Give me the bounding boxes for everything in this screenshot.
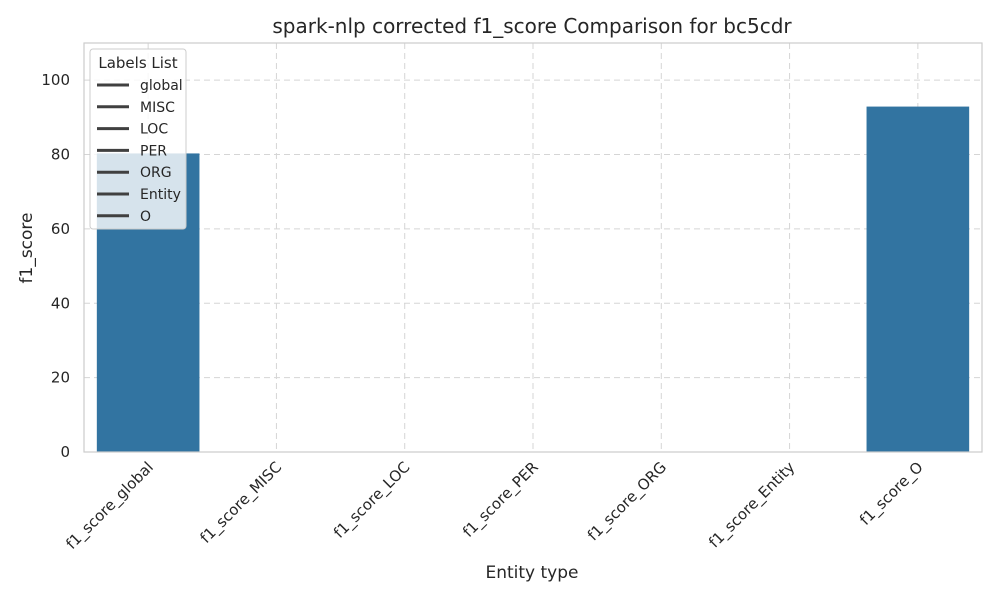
plot-frame (83, 42, 983, 453)
legend-entries: global MISC LOC PER ORG Entity O (97, 78, 183, 225)
y-tick-label: 40 (51, 294, 70, 312)
bar (866, 106, 970, 453)
y-tick-label: 20 (51, 369, 70, 387)
legend-entry-label: global (140, 78, 183, 94)
y-tick-label: 80 (51, 146, 70, 164)
y-tick-label: 0 (60, 443, 70, 461)
legend-entry-label: MISC (140, 100, 175, 116)
y-tick-label: 100 (41, 71, 70, 89)
chart-title: spark-nlp corrected f1_score Comparison … (272, 14, 792, 38)
legend: Labels List global MISC LOC PER ORG Entity O (89, 48, 187, 230)
x-axis-title: Entity type (485, 563, 578, 583)
y-tick-labels: 0 20 40 60 80 100 (41, 71, 70, 461)
legend-entry-label: PER (140, 143, 167, 159)
legend-entry-label: LOC (140, 122, 168, 138)
legend-entry-label: ORG (140, 165, 172, 181)
legend-entry-label: O (140, 209, 151, 225)
legend-title: Labels List (98, 54, 177, 72)
legend-box (89, 48, 187, 230)
legend-entry-label: Entity (140, 187, 181, 203)
y-axis-title: f1_score (17, 213, 37, 284)
y-tick-label: 60 (51, 220, 70, 238)
